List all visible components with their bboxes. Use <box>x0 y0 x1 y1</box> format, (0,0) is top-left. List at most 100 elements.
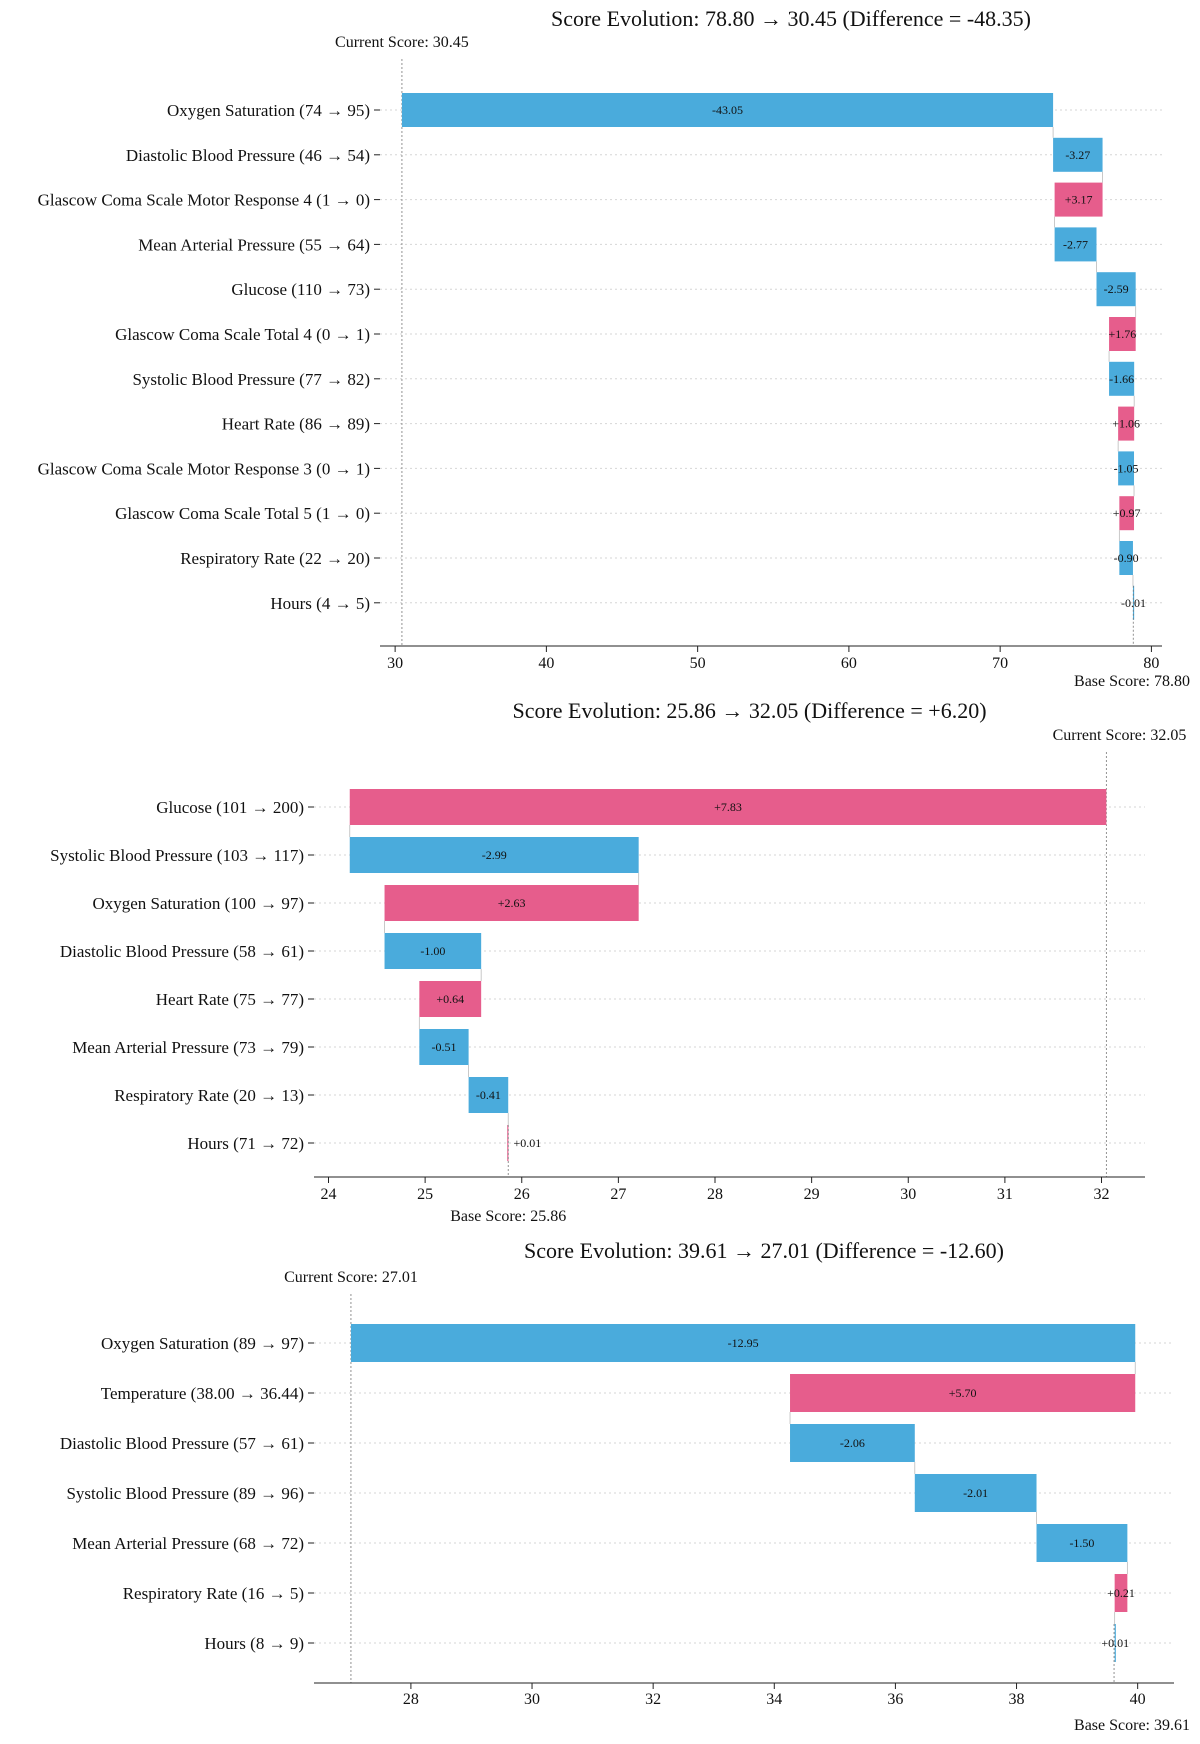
x-tick-label: 34 <box>766 1691 782 1708</box>
x-tick-label: 50 <box>690 655 706 672</box>
waterfall-bar <box>790 1374 1136 1412</box>
waterfall-bar <box>419 981 482 1017</box>
waterfall-bar <box>384 933 482 969</box>
x-tick-label: 70 <box>992 655 1008 672</box>
category-label: Systolic Blood Pressure (103 → 117) <box>50 846 304 865</box>
category-label: Heart Rate (75 → 77) <box>156 990 304 1009</box>
waterfall-bar <box>384 885 639 921</box>
bar-value-label: -0.90 <box>1114 551 1139 565</box>
x-tick-label: 32 <box>645 1691 661 1708</box>
x-tick-label: 30 <box>387 655 403 672</box>
waterfall-bar <box>1054 182 1103 217</box>
waterfall-bar <box>1096 272 1136 307</box>
waterfall-bar <box>1054 227 1097 262</box>
x-tick-label: 40 <box>538 655 554 672</box>
chart-title: Score Evolution: 39.61 → 27.01 (Differen… <box>524 1238 1004 1263</box>
waterfall-bar <box>1114 1624 1116 1662</box>
category-label: Hours (4 → 5) <box>270 594 370 613</box>
bar-value-label: -1.66 <box>1109 372 1134 386</box>
waterfall-bar <box>1119 541 1133 575</box>
waterfall-bar <box>350 1324 1136 1362</box>
bar-value-label: -43.05 <box>712 103 743 117</box>
waterfall-chart-1: Score Evolution: 78.80 → 30.45 (Differen… <box>38 6 1190 690</box>
category-label: Oxygen Saturation (74 → 95) <box>167 101 370 120</box>
x-tick-label: 36 <box>887 1691 903 1708</box>
category-label: Diastolic Blood Pressure (46 → 54) <box>126 146 370 165</box>
bar-value-label: +0.64 <box>436 992 464 1006</box>
current-score-label: Current Score: 30.45 <box>335 34 469 51</box>
x-tick-label: 31 <box>997 1186 1013 1203</box>
waterfall-bar <box>419 1029 469 1065</box>
bar-value-label: +3.17 <box>1065 193 1093 207</box>
category-label: Glucose (110 → 73) <box>231 280 370 299</box>
waterfall-bar <box>468 1077 509 1113</box>
category-label: Oxygen Saturation (100 → 97) <box>92 894 304 913</box>
x-tick-label: 40 <box>1130 1691 1146 1708</box>
category-label: Diastolic Blood Pressure (57 → 61) <box>60 1434 304 1453</box>
chart-title: Score Evolution: 25.86 → 32.05 (Differen… <box>512 698 986 723</box>
bar-value-label: -0.01 <box>1121 596 1146 610</box>
x-tick-label: 28 <box>707 1186 723 1203</box>
waterfall-bar <box>1118 406 1135 441</box>
waterfall-bar <box>1118 451 1135 486</box>
bar-value-label: +0.21 <box>1107 1586 1135 1600</box>
x-tick-label: 60 <box>841 655 857 672</box>
bar-value-label: -2.06 <box>840 1436 865 1450</box>
waterfall-bar <box>1109 317 1136 351</box>
category-label: Glucose (101 → 200) <box>156 798 304 817</box>
bar-value-label: -3.27 <box>1065 148 1090 162</box>
category-label: Glascow Coma Scale Total 5 (1 → 0) <box>115 504 370 523</box>
waterfall-bar <box>401 93 1054 127</box>
bar-value-label: -2.59 <box>1104 282 1129 296</box>
category-label: Respiratory Rate (16 → 5) <box>123 1584 304 1603</box>
waterfall-bar <box>349 789 1107 825</box>
bar-value-label: -2.77 <box>1063 237 1088 251</box>
bar-value-label: -1.00 <box>420 944 445 958</box>
x-tick-label: 80 <box>1143 655 1159 672</box>
category-label: Hours (71 → 72) <box>187 1134 304 1153</box>
x-tick-label: 29 <box>804 1186 820 1203</box>
waterfall-bar <box>349 837 639 873</box>
x-tick-label: 27 <box>610 1186 626 1203</box>
bar-value-label: -2.99 <box>482 848 507 862</box>
x-tick-label: 38 <box>1009 1691 1025 1708</box>
bar-value-label: +2.63 <box>498 896 526 910</box>
category-label: Systolic Blood Pressure (77 → 82) <box>132 370 370 389</box>
x-tick-label: 30 <box>524 1691 540 1708</box>
category-label: Glascow Coma Scale Total 4 (0 → 1) <box>115 325 370 344</box>
category-label: Systolic Blood Pressure (89 → 96) <box>66 1484 304 1503</box>
bar-value-label: -1.05 <box>1114 461 1139 475</box>
bar-value-label: -12.95 <box>728 1336 759 1350</box>
x-tick-label: 32 <box>1094 1186 1110 1203</box>
x-tick-label: 24 <box>320 1186 336 1203</box>
category-label: Mean Arterial Pressure (68 → 72) <box>72 1534 304 1553</box>
bar-value-label: +7.83 <box>714 800 742 814</box>
x-tick-label: 26 <box>514 1186 530 1203</box>
category-label: Oxygen Saturation (89 → 97) <box>101 1334 304 1353</box>
bar-value-label: -1.50 <box>1069 1536 1094 1550</box>
waterfall-bar <box>1114 1574 1128 1612</box>
bar-value-label: +1.76 <box>1108 327 1136 341</box>
category-label: Heart Rate (86 → 89) <box>222 415 370 434</box>
x-tick-label: 25 <box>417 1186 433 1203</box>
x-tick-label: 28 <box>403 1691 419 1708</box>
base-score-label: Base Score: 78.80 <box>1074 673 1190 690</box>
bar-value-label: +1.06 <box>1112 417 1140 431</box>
category-label: Mean Arterial Pressure (55 → 64) <box>138 235 370 254</box>
category-label: Hours (8 → 9) <box>204 1634 304 1653</box>
waterfall-bar <box>1109 361 1135 396</box>
base-score-label: Base Score: 25.86 <box>450 1208 566 1225</box>
current-score-label: Current Score: 27.01 <box>284 1269 418 1286</box>
bar-value-label: +0.01 <box>1101 1636 1129 1650</box>
waterfall-bar <box>1119 496 1135 531</box>
category-label: Diastolic Blood Pressure (58 → 61) <box>60 942 304 961</box>
waterfall-bar <box>914 1474 1037 1512</box>
waterfall-chart-3: Score Evolution: 39.61 → 27.01 (Differen… <box>60 1238 1190 1734</box>
category-label: Temperature (38.00 → 36.44) <box>101 1384 304 1403</box>
bar-value-label: +5.70 <box>949 1386 977 1400</box>
waterfall-bar <box>790 1424 915 1462</box>
current-score-label: Current Score: 32.05 <box>1053 727 1187 744</box>
base-score-label: Base Score: 39.61 <box>1074 1717 1190 1734</box>
category-label: Glascow Coma Scale Motor Response 3 (0 →… <box>38 459 370 478</box>
